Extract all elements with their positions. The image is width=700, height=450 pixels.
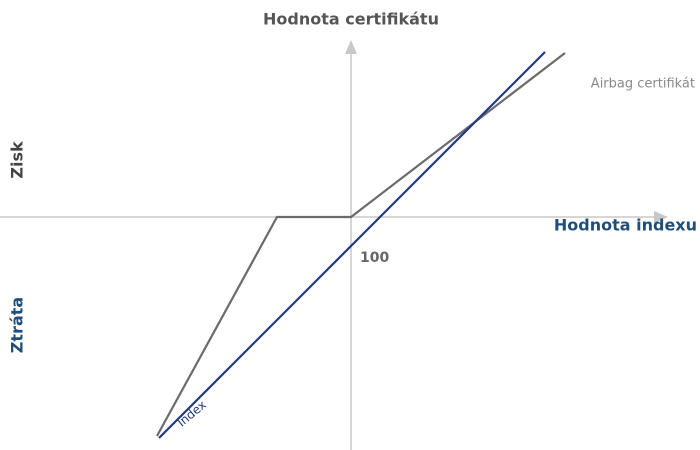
x-axis-label: Hodnota indexu [554, 216, 697, 235]
airbag-label: Airbag certifikát [591, 77, 695, 92]
loss-label: Ztráta [8, 297, 27, 353]
gain-label: Zisk [8, 141, 27, 179]
origin-label: 100 [360, 250, 389, 266]
index-label: Index [175, 398, 209, 430]
horizontal-axis-arrow [654, 211, 668, 223]
title: Hodnota certifikátu [263, 10, 439, 29]
airbag-line [156, 52, 566, 437]
vertical-axis-arrow [345, 40, 357, 54]
index-line [158, 51, 546, 439]
